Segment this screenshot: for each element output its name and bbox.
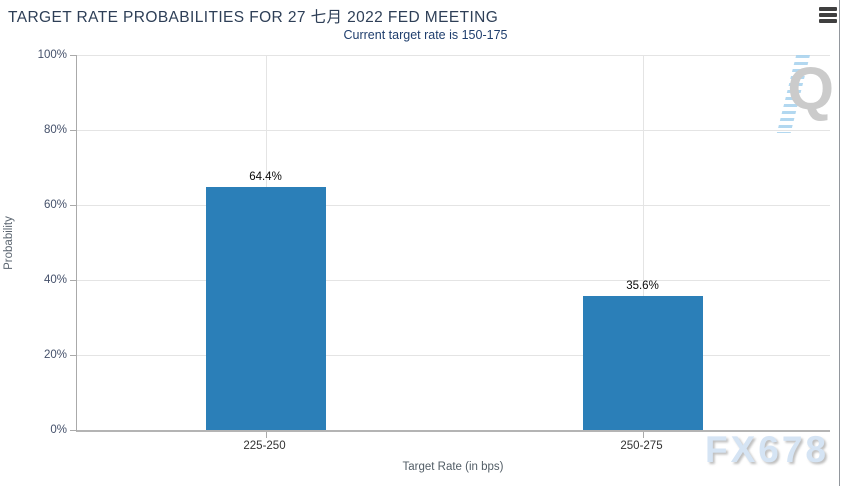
y-tick-mark	[70, 430, 77, 431]
x-axis-title: Target Rate (in bps)	[402, 461, 504, 473]
x-gridline	[642, 55, 644, 430]
y-tick-label: 0%	[50, 424, 67, 436]
x-tick-label: 250-275	[620, 440, 663, 452]
bar-225-250[interactable]	[205, 187, 326, 430]
y-axis-title: Probability	[3, 216, 15, 270]
y-tick-label: 60%	[43, 199, 67, 211]
chart-title: TARGET RATE PROBABILITIES FOR 27 七月 2022…	[8, 9, 499, 26]
y-tick-mark	[70, 355, 77, 356]
y-tick-mark	[70, 55, 77, 56]
y-tick-label: 40%	[43, 274, 67, 286]
x-tick-mark	[642, 432, 644, 438]
bar-value-label: 35.6%	[626, 279, 659, 292]
y-tick-mark	[70, 280, 77, 281]
y-tick-label: 100%	[37, 49, 67, 61]
hamburger-bar	[819, 13, 837, 17]
bar-value-label: 64.4%	[249, 171, 282, 184]
x-tick-label: 225-250	[243, 440, 286, 452]
y-gridline	[77, 55, 830, 56]
bar-250-275[interactable]	[582, 295, 703, 430]
plot-area: 100% 80% 60% 40% 20% 0% 64.4% 35.6%	[38, 49, 830, 438]
y-tick-label: 80%	[43, 124, 67, 136]
x-tick-mark	[265, 432, 267, 438]
y-gridline	[77, 280, 830, 281]
y-tick-label: 20%	[43, 349, 67, 361]
chart-subtitle: Current target rate is 150-175	[343, 28, 508, 42]
hamburger-bar	[819, 7, 837, 11]
y-gridline	[77, 130, 830, 131]
y-tick-mark	[70, 130, 77, 131]
y-tick-mark	[70, 205, 77, 206]
hamburger-bar	[819, 19, 837, 23]
y-gridline	[77, 205, 830, 206]
page-right-border	[839, 0, 840, 486]
hamburger-menu-icon[interactable]	[819, 7, 837, 23]
y-gridline	[77, 355, 830, 356]
